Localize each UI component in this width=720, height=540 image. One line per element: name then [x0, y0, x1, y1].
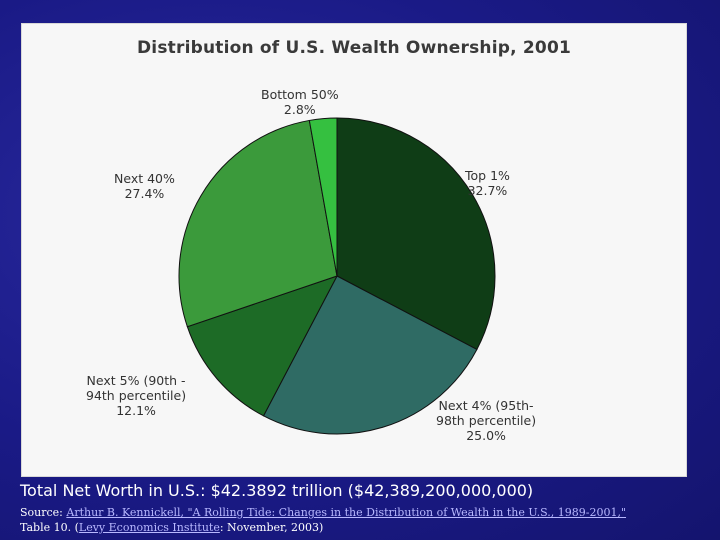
label-next-4: Next 4% (95th- 98th percentile) 25.0% — [436, 398, 536, 443]
pie-chart — [178, 117, 496, 435]
label-next-4-name-2: 98th percentile) — [436, 413, 537, 428]
pie-slice-top-1 — [336, 117, 496, 351]
chart-title: Distribution of U.S. Wealth Ownership, 2… — [137, 38, 571, 58]
label-next-40: Next 40% 27.4% — [114, 171, 175, 201]
levy-institute-link[interactable]: Levy Economics Institute — [78, 521, 220, 534]
label-bottom-50: Bottom 50% 2.8% — [261, 87, 339, 117]
pie-slice-next-5-90th-94th-percentile — [186, 275, 339, 417]
pie-slice-next-40 — [178, 119, 338, 328]
label-next-5: Next 5% (90th - 94th percentile) 12.1% — [86, 373, 186, 418]
label-top-1-pct: 32.7% — [467, 183, 508, 198]
chart-panel: Distribution of U.S. Wealth Ownership, 2… — [22, 24, 686, 476]
label-next-5-pct: 12.1% — [116, 403, 156, 418]
total-net-worth: Total Net Worth in U.S.: $42.3892 trilli… — [20, 481, 534, 500]
pie-slice-next-4-95th-98th-percentile — [262, 275, 478, 435]
source-prefix: Source: — [20, 506, 67, 519]
label-bottom-50-name: Bottom 50% — [261, 87, 339, 102]
label-next-5-name: Next 5% (90th - — [86, 373, 186, 388]
source-article-link[interactable]: Arthur B. Kennickell, "A Rolling Tide: C… — [66, 506, 627, 519]
pie-slice-bottom-50 — [308, 117, 338, 277]
label-next-5-name-2: 94th percentile) — [86, 388, 187, 403]
label-bottom-50-pct: 2.8% — [283, 102, 316, 117]
label-next-40-pct: 27.4% — [124, 186, 165, 201]
label-top-1: Top 1% 32.7% — [465, 168, 510, 198]
source-suffix: : November, 2003) — [219, 521, 324, 534]
label-next-40-name: Next 40% — [114, 171, 175, 186]
source-citation: Source: Arthur B. Kennickell, "A Rolling… — [20, 505, 710, 535]
source-table: Table 10. ( — [20, 521, 79, 534]
label-top-1-name: Top 1% — [465, 168, 510, 183]
label-next-4-name: Next 4% (95th- — [438, 398, 534, 413]
label-next-4-pct: 25.0% — [466, 428, 506, 443]
